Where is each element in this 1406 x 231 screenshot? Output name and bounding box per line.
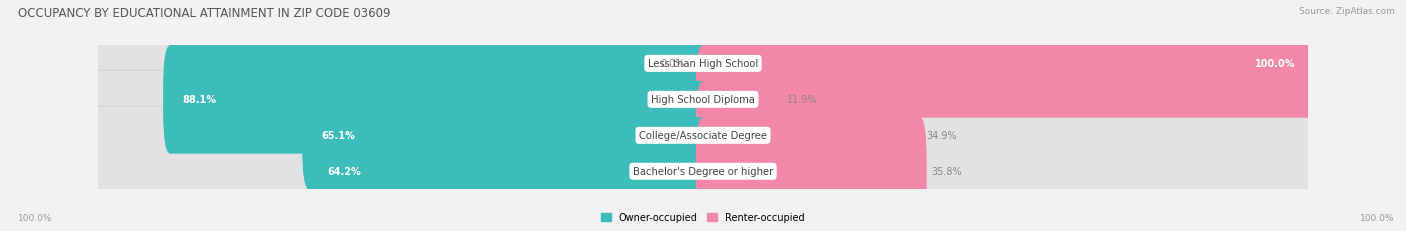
Legend: Owner-occupied, Renter-occupied: Owner-occupied, Renter-occupied [598, 208, 808, 226]
FancyBboxPatch shape [302, 82, 710, 190]
Text: College/Associate Degree: College/Associate Degree [638, 131, 768, 141]
Text: 64.2%: 64.2% [328, 167, 361, 176]
Text: 100.0%: 100.0% [18, 213, 53, 222]
FancyBboxPatch shape [696, 46, 782, 154]
FancyBboxPatch shape [90, 107, 1316, 231]
FancyBboxPatch shape [308, 117, 710, 226]
FancyBboxPatch shape [696, 10, 1315, 118]
Text: 100.0%: 100.0% [1360, 213, 1395, 222]
Text: 11.9%: 11.9% [787, 95, 817, 105]
Text: 65.1%: 65.1% [322, 131, 356, 141]
Text: 35.8%: 35.8% [932, 167, 962, 176]
Text: Less than High School: Less than High School [648, 59, 758, 69]
FancyBboxPatch shape [696, 117, 927, 226]
Text: Bachelor's Degree or higher: Bachelor's Degree or higher [633, 167, 773, 176]
Text: Source: ZipAtlas.com: Source: ZipAtlas.com [1299, 7, 1395, 16]
FancyBboxPatch shape [90, 35, 1316, 165]
Text: 100.0%: 100.0% [1256, 59, 1295, 69]
Text: 34.9%: 34.9% [927, 131, 956, 141]
FancyBboxPatch shape [90, 0, 1316, 129]
FancyBboxPatch shape [90, 71, 1316, 201]
Text: OCCUPANCY BY EDUCATIONAL ATTAINMENT IN ZIP CODE 03609: OCCUPANCY BY EDUCATIONAL ATTAINMENT IN Z… [18, 7, 391, 20]
FancyBboxPatch shape [163, 46, 710, 154]
Text: High School Diploma: High School Diploma [651, 95, 755, 105]
FancyBboxPatch shape [696, 82, 921, 190]
Text: 0.0%: 0.0% [661, 59, 685, 69]
Text: 88.1%: 88.1% [183, 95, 217, 105]
